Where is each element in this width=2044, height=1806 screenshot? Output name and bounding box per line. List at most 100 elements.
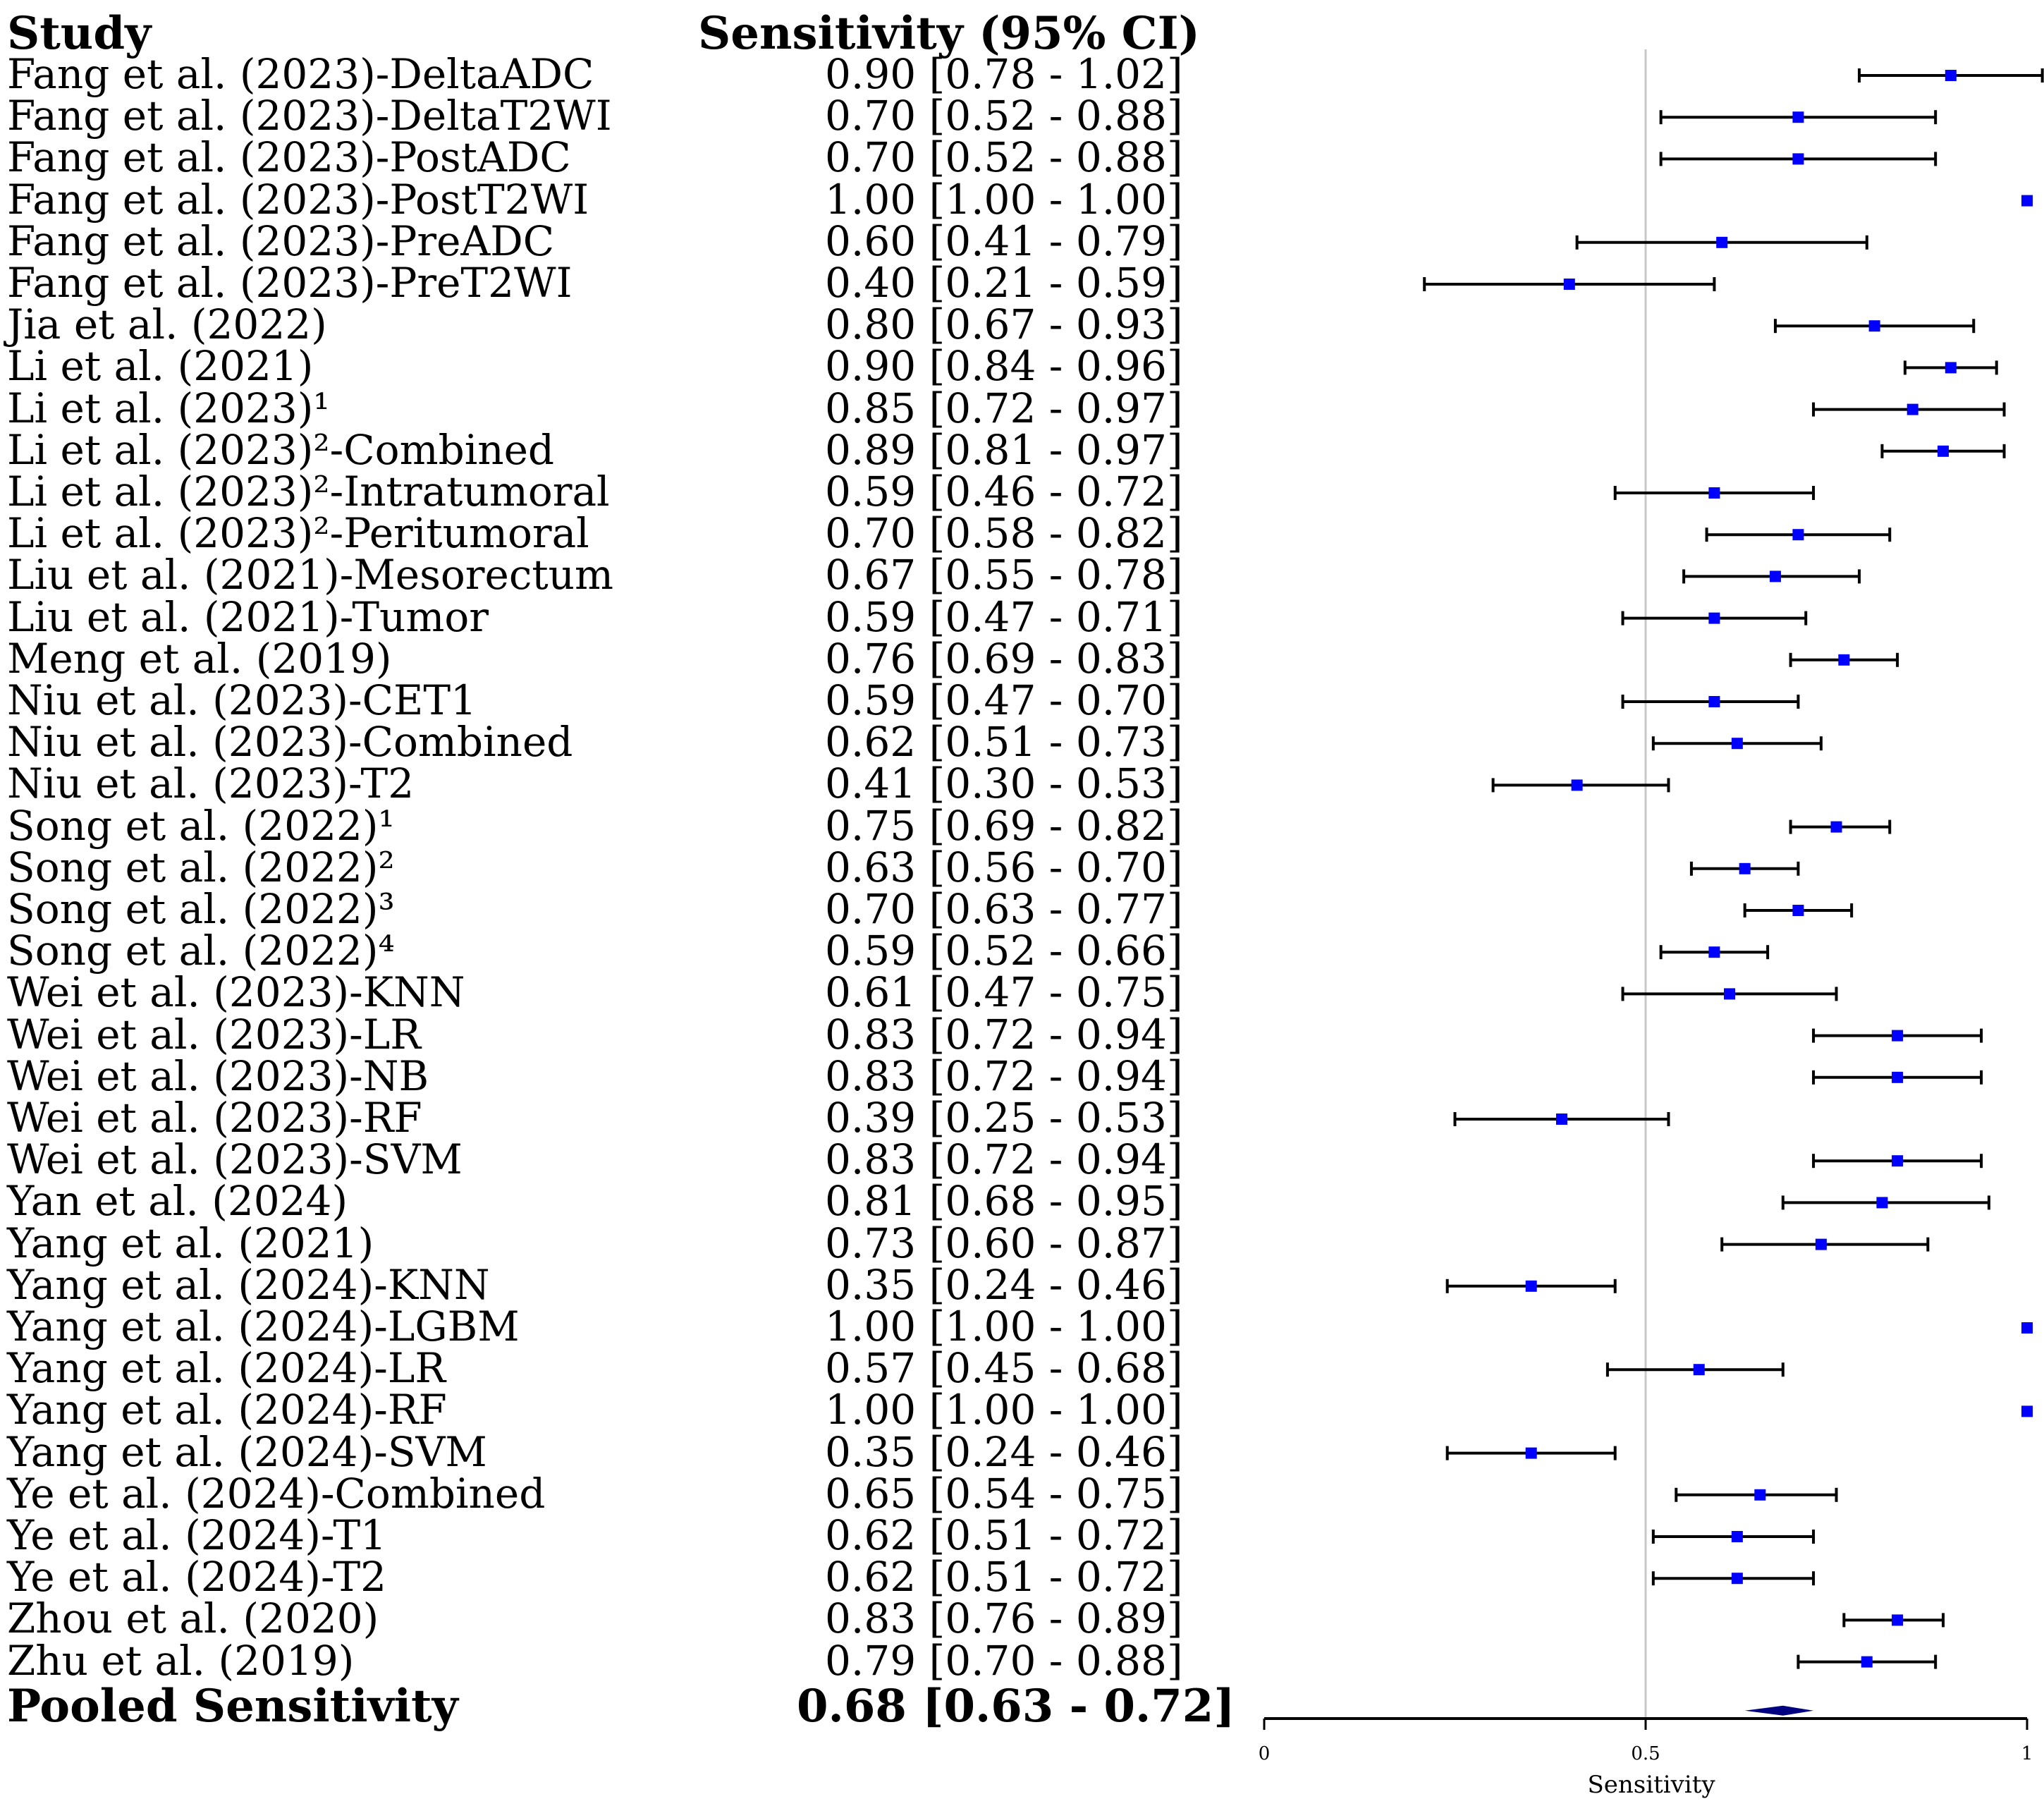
study-ci-text: 1.00 [1.00 - 1.00] xyxy=(825,175,1183,224)
study-ci-text: 1.00 [1.00 - 1.00] xyxy=(825,1386,1183,1434)
study-label: Li et al. (2023)²-Peritumoral xyxy=(7,509,589,558)
study-ci-text: 0.90 [0.78 - 1.02] xyxy=(825,50,1183,98)
study-ci-text: 0.40 [0.21 - 0.59] xyxy=(825,259,1183,307)
study-label: Wei et al. (2023)-NB xyxy=(7,1051,429,1100)
point-estimate xyxy=(1708,487,1720,499)
point-estimate xyxy=(1731,1531,1743,1542)
point-estimate xyxy=(1708,946,1720,958)
point-estimate xyxy=(1693,1364,1705,1376)
point-estimate xyxy=(1571,779,1583,791)
study-ci-text: 0.59 [0.52 - 0.66] xyxy=(825,927,1183,975)
study-ci-text: 0.59 [0.47 - 0.71] xyxy=(825,592,1183,641)
study-label: Yan et al. (2024) xyxy=(7,1177,348,1226)
study-label: Li et al. (2023)²-Combined xyxy=(7,425,555,474)
study-label: Fang et al. (2023)-PreADC xyxy=(7,216,555,265)
study-ci-text: 0.70 [0.58 - 0.82] xyxy=(825,509,1183,558)
study-label: Fang et al. (2023)-PostADC xyxy=(7,133,571,182)
study-label: Fang et al. (2023)-DeltaT2WI xyxy=(7,92,612,140)
pooled-label: Pooled Sensitivity xyxy=(7,1679,458,1733)
study-ci-text: 0.41 [0.30 - 0.53] xyxy=(825,759,1183,808)
study-label: Liu et al. (2021)-Tumor xyxy=(7,592,489,641)
study-label: Ye et al. (2024)-T1 xyxy=(7,1511,387,1559)
point-estimate xyxy=(1937,445,1949,457)
study-ci-text: 0.85 [0.72 - 0.97] xyxy=(825,384,1183,432)
point-estimate xyxy=(1708,612,1720,624)
point-estimate xyxy=(2021,1405,2033,1417)
sensitivity-column-header: Sensitivity (95% CI) xyxy=(698,7,1200,60)
x-axis-title: Sensitivity xyxy=(1587,1771,1715,1799)
pooled-value: 0.68 [0.63 - 0.72] xyxy=(797,1679,1235,1733)
study-ci-text: 0.83 [0.72 - 0.94] xyxy=(825,1051,1183,1100)
point-estimate xyxy=(1792,153,1804,165)
study-ci-text: 0.61 [0.47 - 0.75] xyxy=(825,968,1183,1017)
study-ci-text: 0.73 [0.60 - 0.87] xyxy=(825,1219,1183,1267)
study-ci-text: 0.65 [0.54 - 0.75] xyxy=(825,1469,1183,1518)
study-label: Niu et al. (2023)-T2 xyxy=(7,759,415,808)
study-label: Li et al. (2023)¹ xyxy=(7,384,330,432)
study-ci-text: 0.89 [0.81 - 0.97] xyxy=(825,425,1183,474)
study-ci-text: 0.83 [0.72 - 0.94] xyxy=(825,1135,1183,1184)
point-estimate xyxy=(1563,279,1575,290)
point-estimate xyxy=(1739,862,1751,874)
point-estimate xyxy=(1525,1280,1537,1292)
study-ci-text: 0.39 [0.25 - 0.53] xyxy=(825,1094,1183,1142)
study-label: Zhou et al. (2020) xyxy=(7,1594,379,1643)
study-ci-text: 0.83 [0.76 - 0.89] xyxy=(825,1594,1183,1643)
point-estimate xyxy=(1731,738,1743,750)
study-label: Li et al. (2023)²-Intratumoral xyxy=(7,468,610,515)
study-ci-text: 0.90 [0.84 - 0.96] xyxy=(825,342,1183,391)
study-ci-text: 0.62 [0.51 - 0.73] xyxy=(825,718,1183,767)
study-label: Zhu et al. (2019) xyxy=(7,1636,355,1685)
x-tick-label: 0 xyxy=(1259,1743,1271,1764)
point-estimate xyxy=(1792,111,1804,123)
point-estimate xyxy=(1868,320,1880,332)
x-tick-label: 0.5 xyxy=(1631,1743,1660,1764)
point-estimate xyxy=(1945,70,1957,81)
point-estimate xyxy=(1838,654,1850,666)
point-estimate xyxy=(1731,1573,1743,1585)
point-estimate xyxy=(1555,1114,1567,1125)
point-estimate xyxy=(1861,1656,1873,1668)
study-ci-text: 0.62 [0.51 - 0.72] xyxy=(825,1511,1183,1559)
point-estimate xyxy=(1815,1238,1827,1250)
study-label: Meng et al. (2019) xyxy=(7,634,392,683)
point-estimate xyxy=(1892,1030,1904,1042)
study-ci-text: 0.76 [0.69 - 0.83] xyxy=(825,634,1183,683)
study-ci-text: 0.79 [0.70 - 0.88] xyxy=(825,1636,1183,1685)
study-ci-text: 0.35 [0.24 - 0.46] xyxy=(825,1260,1183,1309)
study-label: Song et al. (2022)³ xyxy=(7,885,395,933)
study-label: Yang et al. (2024)-RF xyxy=(7,1386,447,1434)
point-estimate xyxy=(1892,1155,1904,1167)
point-estimate xyxy=(1907,403,1918,415)
study-label: Wei et al. (2023)-RF xyxy=(7,1094,422,1142)
point-estimate xyxy=(2021,195,2033,207)
point-estimate xyxy=(2021,1322,2033,1334)
study-ci-text: 0.70 [0.52 - 0.88] xyxy=(825,92,1183,140)
study-label: Wei et al. (2023)-LR xyxy=(7,1010,421,1058)
study-label: Fang et al. (2023)-DeltaADC xyxy=(7,50,594,98)
point-estimate xyxy=(1525,1447,1537,1459)
study-label: Liu et al. (2021)-Mesorectum xyxy=(7,551,613,599)
study-ci-text: 0.83 [0.72 - 0.94] xyxy=(825,1010,1183,1058)
x-tick-label: 1 xyxy=(2021,1743,2033,1764)
point-estimate xyxy=(1754,1489,1766,1501)
point-estimate xyxy=(1892,1614,1904,1626)
study-label: Wei et al. (2023)-SVM xyxy=(7,1135,463,1184)
study-label: Jia et al. (2022) xyxy=(7,300,327,349)
study-column-header: Study xyxy=(7,7,152,60)
study-ci-text: 0.75 [0.69 - 0.82] xyxy=(825,801,1183,850)
study-label: Fang et al. (2023)-PostT2WI xyxy=(7,175,589,224)
study-label: Li et al. (2021) xyxy=(7,342,314,391)
study-label: Yang et al. (2024)-KNN xyxy=(7,1260,490,1309)
study-label: Song et al. (2022)² xyxy=(7,843,395,891)
study-label: Yang et al. (2021) xyxy=(7,1219,374,1267)
point-estimate xyxy=(1792,905,1804,916)
point-estimate xyxy=(1708,696,1720,707)
study-ci-text: 0.81 [0.68 - 0.95] xyxy=(825,1177,1183,1226)
study-label: Song et al. (2022)¹ xyxy=(7,801,395,850)
point-estimate xyxy=(1945,362,1957,374)
study-label: Ye et al. (2024)-T2 xyxy=(7,1553,387,1601)
study-ci-text: 0.35 [0.24 - 0.46] xyxy=(825,1427,1183,1476)
study-label: Yang et al. (2024)-LR xyxy=(7,1344,446,1393)
